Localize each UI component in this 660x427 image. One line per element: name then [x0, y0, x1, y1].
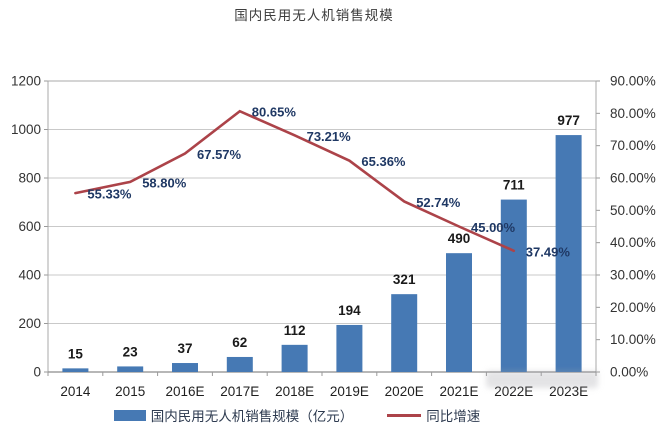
- bar-2020E: [391, 294, 418, 372]
- growth-point-label: 37.49%: [526, 244, 571, 259]
- left-axis-tick-label: 600: [18, 219, 41, 234]
- bar-value-label: 711: [503, 178, 525, 193]
- growth-point-label: 73.21%: [307, 129, 352, 144]
- right-axis-tick-label: 20.00%: [610, 300, 656, 315]
- growth-point-label: 80.65%: [252, 105, 297, 120]
- growth-point-label: 58.80%: [142, 175, 187, 190]
- right-axis-tick-label: 10.00%: [610, 332, 656, 347]
- x-axis-category-label: 2022E: [494, 384, 533, 399]
- left-axis-tick-label: 0: [33, 365, 41, 380]
- x-axis-category-label: 2018E: [275, 384, 314, 399]
- right-axis-tick-label: 80.00%: [610, 106, 656, 121]
- bar-2015: [117, 366, 144, 372]
- bar-value-label: 15: [68, 346, 84, 361]
- bar-2018E: [281, 344, 308, 372]
- growth-line: [74, 109, 516, 253]
- x-axis-category-label: 2017E: [220, 384, 259, 399]
- bar-2017E: [226, 356, 253, 372]
- right-axis-tick-label: 70.00%: [610, 138, 656, 153]
- legend-sales-label: 国内民用无人机销售规模（亿元）: [150, 409, 354, 424]
- legend-bar-swatch: [113, 409, 146, 421]
- x-axis-category-label: 2014: [60, 384, 91, 399]
- right-axis-tick-label: 50.00%: [610, 203, 656, 218]
- bar-value-label: 112: [284, 323, 306, 338]
- legend-line-swatch: [387, 413, 422, 417]
- bar-value-label: 23: [123, 344, 139, 359]
- growth-point-label: 55.33%: [87, 187, 132, 202]
- chart-legend: 国内民用无人机销售规模（亿元） 同比增速: [0, 405, 627, 425]
- x-axis-category-label: 2019E: [330, 384, 369, 399]
- bar-2019E: [336, 324, 363, 372]
- x-axis-category-label: 2020E: [385, 384, 424, 399]
- chart-title: 国内民用无人机销售规模: [234, 8, 394, 23]
- right-axis-tick-label: 40.00%: [610, 235, 656, 250]
- bar-2014: [62, 368, 89, 372]
- growth-point-label: 65.36%: [361, 154, 406, 169]
- bar-2016E: [172, 363, 198, 372]
- legend-item-sales: 国内民用无人机销售规模（亿元）: [113, 405, 354, 425]
- right-axis-tick-label: 30.00%: [610, 268, 656, 283]
- x-axis-category-label: 2016E: [165, 384, 204, 399]
- x-axis-category-label: 2021E: [439, 384, 478, 399]
- bar-value-label: 321: [393, 272, 416, 287]
- left-axis-tick-label: 200: [18, 316, 41, 331]
- legend-item-growth: 同比增速: [387, 405, 480, 425]
- right-axis-tick-label: 0.00%: [610, 365, 648, 380]
- bar-value-label: 490: [448, 231, 471, 246]
- left-axis-tick-label: 800: [18, 171, 41, 186]
- growth-point-label: 52.74%: [416, 195, 461, 210]
- bar-value-label: 194: [338, 303, 361, 318]
- bar-value-label: 37: [177, 341, 192, 356]
- left-axis-tick-label: 1200: [11, 74, 41, 89]
- right-axis-tick-label: 60.00%: [610, 171, 656, 186]
- bar-value-label: 977: [557, 113, 580, 128]
- legend-growth-label: 同比增速: [426, 409, 481, 424]
- bar-2022E: [500, 199, 527, 372]
- bar-value-label: 62: [232, 335, 247, 350]
- left-axis-tick-label: 400: [18, 268, 41, 283]
- x-axis-category-label: 2015: [115, 384, 145, 399]
- right-axis-tick-label: 90.00%: [610, 74, 656, 89]
- left-axis-tick-label: 1000: [11, 122, 41, 137]
- bar-2021E: [446, 253, 472, 372]
- growth-point-label: 45.00%: [471, 220, 516, 235]
- growth-point-label: 67.57%: [197, 147, 242, 162]
- bar-2023E: [555, 135, 582, 372]
- x-axis-category-label: 2023E: [549, 384, 588, 399]
